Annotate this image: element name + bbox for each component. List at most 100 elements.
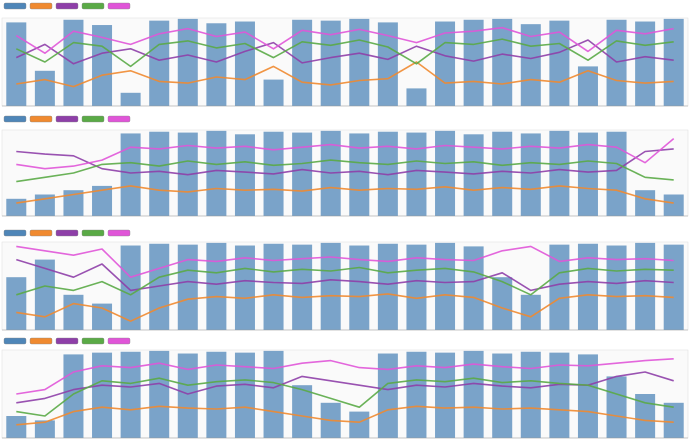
legend-swatch	[29, 337, 53, 345]
bar	[377, 243, 398, 330]
series-line	[15, 38, 674, 68]
bar	[492, 131, 513, 216]
legend-swatch	[3, 2, 27, 10]
series-line	[16, 358, 674, 395]
legend-swatch	[81, 2, 105, 10]
bar	[349, 411, 370, 438]
bar	[292, 244, 313, 330]
legend-swatch	[55, 337, 79, 345]
bar	[577, 66, 598, 106]
bar	[635, 190, 656, 216]
bar	[120, 92, 141, 106]
bar	[263, 243, 284, 330]
series-line	[16, 61, 674, 88]
panel-frame	[1, 129, 689, 217]
series-line	[16, 258, 674, 292]
bar	[149, 350, 170, 438]
bar	[492, 353, 513, 438]
series-line	[15, 26, 674, 55]
bar	[663, 244, 684, 330]
bar	[435, 21, 456, 106]
bar	[549, 244, 570, 330]
legend-swatch	[55, 229, 79, 237]
series-line	[16, 137, 675, 170]
bar	[463, 19, 484, 106]
bar	[349, 133, 370, 216]
bar	[663, 194, 684, 216]
bar	[320, 242, 341, 330]
bar	[349, 18, 370, 107]
bar	[177, 18, 198, 107]
bar	[549, 352, 570, 438]
series-line	[16, 159, 674, 183]
series-line	[16, 266, 674, 296]
bar	[377, 22, 398, 106]
bar	[206, 242, 227, 330]
legend-swatch	[81, 229, 105, 237]
bar	[63, 354, 84, 438]
bar	[463, 246, 484, 330]
bar	[34, 420, 55, 438]
bar	[406, 351, 427, 438]
bar	[6, 277, 27, 330]
bar	[206, 23, 227, 107]
bar	[234, 245, 255, 330]
bar	[492, 277, 513, 330]
legend-swatch	[29, 2, 53, 10]
series-line	[16, 405, 674, 426]
bar	[6, 22, 27, 106]
bar	[606, 376, 627, 438]
bar	[234, 134, 255, 216]
legend-swatch	[55, 115, 79, 123]
bar	[263, 350, 284, 438]
legend-swatch	[107, 229, 131, 237]
bar	[206, 130, 227, 216]
bar	[6, 416, 27, 438]
bar	[292, 132, 313, 216]
bar	[435, 130, 456, 216]
legend-swatch	[107, 115, 131, 123]
panel-frame	[1, 241, 689, 331]
bar	[120, 133, 141, 216]
legend-swatch	[3, 337, 27, 345]
bar	[663, 18, 684, 107]
bar	[520, 351, 541, 438]
bar	[177, 244, 198, 330]
bar	[549, 20, 570, 106]
bar	[234, 352, 255, 438]
bar	[520, 294, 541, 330]
bar	[120, 245, 141, 330]
bar	[435, 352, 456, 438]
bar	[406, 244, 427, 330]
bar	[34, 259, 55, 330]
bar	[177, 353, 198, 438]
bar	[120, 351, 141, 438]
bar	[92, 352, 113, 438]
bar	[406, 88, 427, 106]
bar	[606, 245, 627, 330]
bar	[577, 132, 598, 216]
legend-swatch	[81, 337, 105, 345]
bar	[377, 353, 398, 438]
bar	[663, 402, 684, 438]
bar	[149, 20, 170, 106]
series-line	[15, 39, 674, 65]
bar	[463, 350, 484, 438]
bar	[435, 242, 456, 330]
bar	[635, 21, 656, 106]
legend-swatch	[55, 2, 79, 10]
bar	[92, 185, 113, 216]
legend-swatch	[29, 229, 53, 237]
bar	[263, 79, 284, 106]
bar	[606, 19, 627, 106]
bar	[63, 190, 84, 216]
series-line	[16, 293, 674, 323]
bar	[549, 130, 570, 216]
series-line	[16, 245, 674, 279]
bar	[349, 245, 370, 330]
bar	[149, 131, 170, 216]
bar	[34, 70, 55, 106]
bar	[492, 18, 513, 107]
